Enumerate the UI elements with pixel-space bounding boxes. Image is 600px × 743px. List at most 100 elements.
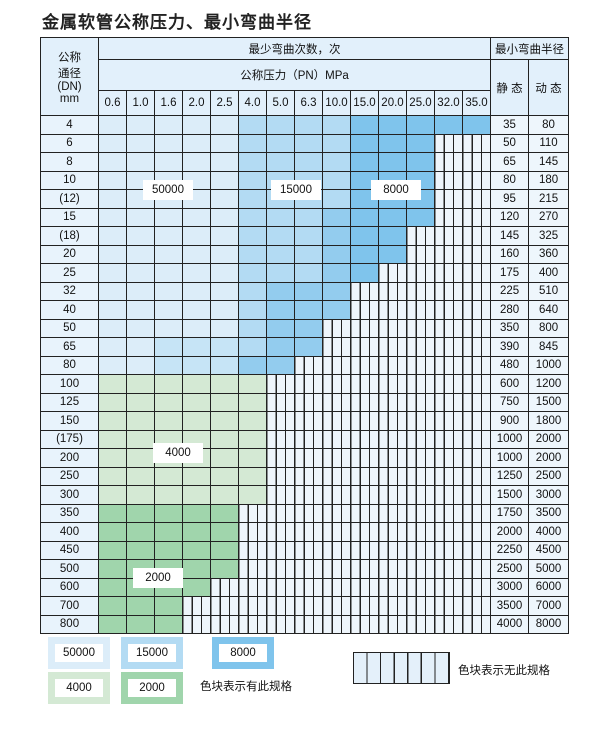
dn-cell: 450 <box>40 540 99 560</box>
dn-cell: 40 <box>40 300 99 320</box>
cycles-cell-4000 <box>98 411 127 431</box>
cycles-cell-50000 <box>126 152 155 172</box>
cycles-cell-15000 <box>266 337 295 357</box>
unavailable-cell <box>461 170 492 190</box>
cycles-cell-15000 <box>238 281 267 301</box>
unavailable-cell <box>461 226 492 246</box>
unavailable-cell <box>322 577 351 597</box>
cycles-cell-4000 <box>210 429 239 449</box>
unavailable-cell <box>461 207 492 227</box>
unavailable-cell <box>378 559 407 579</box>
unavailable-cell <box>434 318 463 338</box>
cycles-cell-15000 <box>238 170 267 190</box>
unavailable-cell <box>406 244 435 264</box>
cycles-cell-15000 <box>322 189 351 209</box>
pressure-column-header: 2.5 <box>210 90 239 116</box>
cycles-cell-15000 <box>266 244 295 264</box>
unavailable-cell <box>350 374 379 394</box>
cycles-cell-50000 <box>182 207 211 227</box>
cycles-cell-15000 <box>266 281 295 301</box>
legend-4000: 4000 <box>48 672 110 704</box>
dn-label-line: (DN) <box>57 80 82 93</box>
cycles-cell-50000 <box>210 300 239 320</box>
cycles-cell-8000 <box>406 115 435 135</box>
pressure-column-header: 6.3 <box>294 90 323 116</box>
cycles-cell-50000 <box>210 207 239 227</box>
unavailable-cell <box>378 466 407 486</box>
unavailable-cell <box>378 522 407 542</box>
cycles-cell-4000 <box>238 466 267 486</box>
unavailable-cell <box>461 374 492 394</box>
table-row: 400 2000 4000 <box>40 522 570 542</box>
pressure-column-header: 35.0 <box>461 90 492 116</box>
legend-50000: 50000 <box>48 637 110 669</box>
unavailable-cell <box>294 522 323 542</box>
dn-cell: (18) <box>40 226 99 246</box>
cycles-cell-50000 <box>98 226 127 246</box>
unavailable-cell <box>238 614 267 634</box>
pressure-column-header: 32.0 <box>434 90 463 116</box>
cycles-cell-15000 <box>294 281 323 301</box>
legend-2000: 2000 <box>121 672 183 704</box>
unavailable-cell <box>238 577 267 597</box>
dynamic-radius-cell: 6000 <box>528 577 570 597</box>
cycles-cell-50000 <box>98 133 127 153</box>
unavailable-cell <box>461 133 492 153</box>
dynamic-radius-cell: 8000 <box>528 614 570 634</box>
unavailable-cell <box>434 411 463 431</box>
cycles-cell-15000 <box>322 170 351 190</box>
cycles-cell-4000 <box>126 466 155 486</box>
cycles-cell-50000 <box>182 263 211 283</box>
cycles-cell-15000 <box>238 226 267 246</box>
cycles-cell-4000 <box>182 411 211 431</box>
unavailable-cell <box>406 226 435 246</box>
cycles-cell-4000 <box>182 392 211 412</box>
dn-label-line: 通径 <box>58 67 81 80</box>
cycles-cell-50000 <box>182 115 211 135</box>
dynamic-radius-cell: 80 <box>528 115 570 135</box>
unavailable-cell <box>294 392 323 412</box>
unavailable-cell <box>322 614 351 634</box>
cycles-cell-50000 <box>98 281 127 301</box>
cycles-cell-2000 <box>126 614 155 634</box>
table-row: 25 175 400 <box>40 263 570 283</box>
cycles-cell-2000 <box>126 503 155 523</box>
unavailable-cell <box>322 522 351 542</box>
cycles-cell-50000 <box>154 115 183 135</box>
cycles-cell-4000 <box>238 485 267 505</box>
cycles-cell-2000 <box>182 577 211 597</box>
dn-cell: 4 <box>40 115 99 135</box>
cycles-cell-4000 <box>210 448 239 468</box>
cycles-cell-50000 <box>210 170 239 190</box>
cycles-cell-50000 <box>210 115 239 135</box>
table-row: 65 390 845 <box>40 337 570 357</box>
dn-cell: 600 <box>40 577 99 597</box>
unavailable-cell <box>434 485 463 505</box>
cycles-cell-50000 <box>154 133 183 153</box>
region-label-15000: 15000 <box>271 180 321 200</box>
static-radius-cell: 3000 <box>490 577 530 597</box>
dynamic-radius-cell: 1500 <box>528 392 570 412</box>
dynamic-radius-cell: 800 <box>528 318 570 338</box>
table-row: 8 65 145 <box>40 152 570 172</box>
dynamic-radius-cell: 1800 <box>528 411 570 431</box>
pressure-column-header: 2.0 <box>182 90 211 116</box>
legend-unavailable-swatch <box>353 652 450 684</box>
unavailable-cell <box>378 448 407 468</box>
unavailable-cell <box>378 596 407 616</box>
cycles-cell-15000 <box>322 244 351 264</box>
pressure-column-header: 15.0 <box>350 90 379 116</box>
cycles-cell-50000 <box>126 281 155 301</box>
cycles-cell-2000 <box>182 540 211 560</box>
unavailable-cell <box>461 152 492 172</box>
table-row: 50 350 800 <box>40 318 570 338</box>
cycles-cell-4000 <box>98 448 127 468</box>
static-radius-cell: 4000 <box>490 614 530 634</box>
dn-cell: (12) <box>40 189 99 209</box>
unavailable-cell <box>461 596 492 616</box>
cycles-cell-50000 <box>126 244 155 264</box>
cycles-header: 最少弯曲次数，次 <box>97 37 492 60</box>
cycles-cell-15000 <box>266 263 295 283</box>
cycles-cell-50000 <box>210 337 239 357</box>
static-radius-cell: 2000 <box>490 522 530 542</box>
